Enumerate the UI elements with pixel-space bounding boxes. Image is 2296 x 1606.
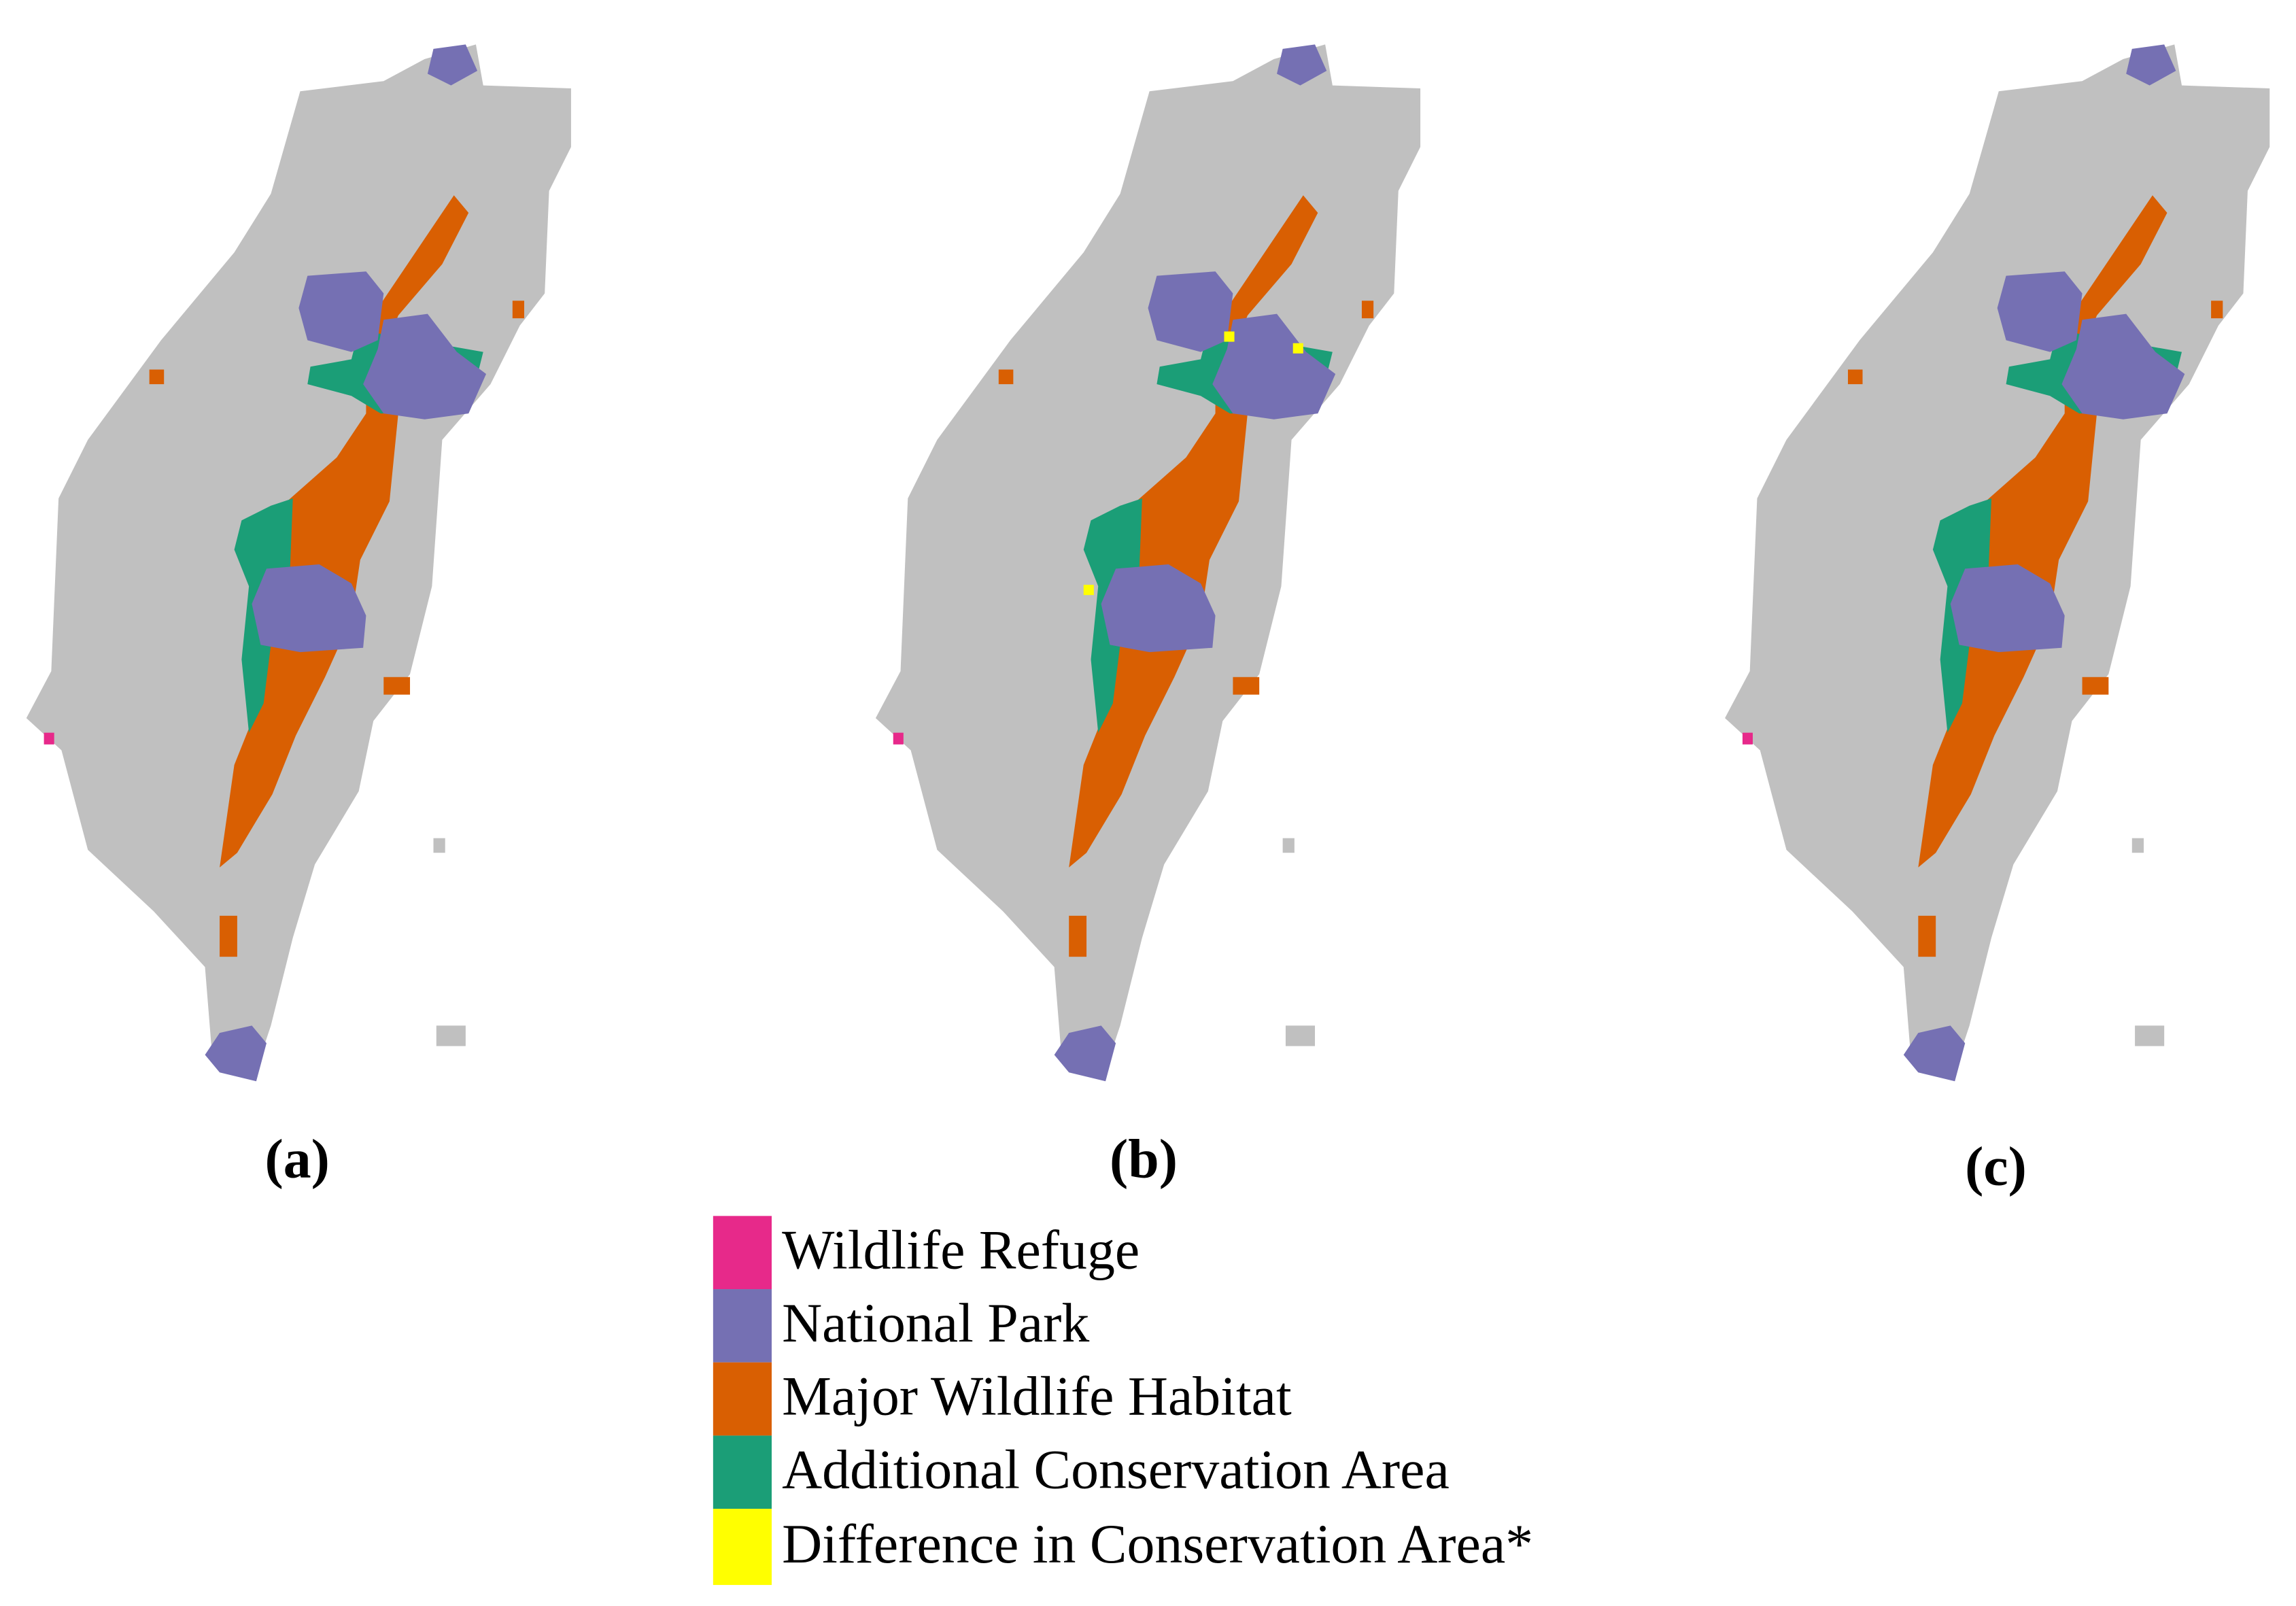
panel-label: (c) xyxy=(1965,1135,2027,1197)
difference-spots xyxy=(1083,331,1303,596)
legend-label: Major Wildlife Habitat xyxy=(782,1365,1292,1427)
legend-label: Additional Conservation Area xyxy=(782,1438,1450,1500)
difference-spot xyxy=(1292,343,1303,354)
legend-label: National Park xyxy=(782,1292,1089,1354)
legend-label: Wildlife Refuge xyxy=(782,1218,1140,1280)
panel-label: (b) xyxy=(1110,1128,1178,1190)
legend-swatch xyxy=(713,1216,772,1290)
map-b xyxy=(875,44,1421,1082)
difference-spot xyxy=(1083,585,1094,596)
legend-label: Difference in Conservation Area* xyxy=(782,1513,1533,1575)
map-c xyxy=(1725,44,2270,1082)
legend-swatch xyxy=(713,1289,772,1363)
legend-swatch xyxy=(713,1509,772,1586)
difference-spot xyxy=(1224,331,1235,342)
legend-swatch xyxy=(713,1362,772,1436)
map-a xyxy=(26,44,571,1082)
legend-swatch xyxy=(713,1435,772,1509)
legend: Wildlife Refuge National Park Major Wildli… xyxy=(713,1216,1533,1586)
panel-label: (a) xyxy=(264,1128,329,1190)
